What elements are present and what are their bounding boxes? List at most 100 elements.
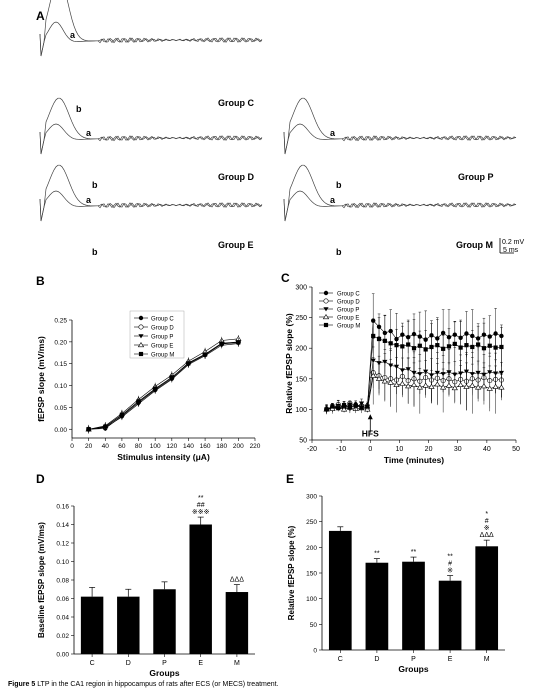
bar: [189, 524, 212, 654]
panel-label: C: [281, 271, 290, 285]
y-tick-label: 100: [306, 596, 317, 603]
trace-label: b: [336, 247, 342, 257]
data-point: [341, 403, 347, 408]
data-point: [416, 384, 423, 390]
data-point: [376, 336, 382, 342]
x-tick-label: 200: [233, 443, 244, 450]
y-tick-label: 200: [306, 545, 317, 552]
data-point: [388, 328, 393, 334]
significance-marker: #: [448, 561, 452, 568]
significance-marker: *: [485, 511, 488, 518]
significance-marker: **: [447, 554, 453, 561]
x-tick-label: C: [90, 660, 95, 667]
data-point: [428, 383, 435, 389]
data-point: [388, 341, 393, 346]
data-point: [406, 342, 411, 347]
hfs-label: HFS: [362, 428, 379, 438]
legend-label: Group M: [151, 352, 174, 358]
data-point: [103, 424, 108, 429]
y-tick-label: 0.20: [54, 339, 67, 346]
panel-label: D: [36, 472, 45, 486]
panel-label: E: [286, 472, 294, 486]
series: [324, 314, 504, 415]
data-point: [446, 344, 452, 349]
legend-marker: [322, 314, 330, 320]
y-axis-title: Relative fEPSP slope (%): [284, 313, 294, 414]
significance-marker: **: [198, 495, 204, 502]
data-point: [481, 346, 487, 351]
x-tick-label: P: [411, 656, 416, 663]
data-point: [487, 343, 492, 348]
scale-bar-y-label: 0.2 mV: [502, 239, 525, 246]
data-point: [382, 338, 387, 343]
legend-marker: [138, 334, 144, 339]
fepsp-trace: [39, 190, 263, 222]
data-point: [324, 407, 329, 412]
y-tick-label: 0.05: [54, 405, 67, 412]
data-point: [493, 345, 498, 350]
significance-marker: ※※※: [192, 509, 210, 516]
group-label: Group M: [456, 240, 493, 250]
significance-marker: #: [485, 518, 489, 525]
series-line: [88, 338, 239, 430]
data-point: [119, 412, 125, 417]
x-tick-label: 100: [150, 443, 161, 450]
bar: [365, 562, 389, 650]
figure-caption-text: LTP in the CA1 region in hippocampus of …: [37, 681, 279, 688]
bar: [117, 596, 140, 654]
data-point: [400, 344, 405, 349]
x-tick-label: 20: [425, 446, 433, 453]
group-label: Group E: [218, 240, 254, 250]
x-tick-label: 10: [396, 446, 404, 453]
trace-label: a: [86, 195, 92, 205]
x-tick-label: 0: [368, 446, 372, 453]
data-point: [381, 378, 388, 384]
data-point: [371, 333, 376, 339]
data-point: [492, 383, 499, 389]
data-point: [475, 370, 481, 376]
series-line: [88, 342, 239, 430]
data-point: [236, 340, 241, 345]
x-axis-title: Groups: [149, 668, 179, 678]
bar: [225, 592, 249, 654]
data-point: [393, 381, 400, 388]
data-point: [370, 372, 377, 378]
x-tick-label: 60: [118, 443, 126, 450]
group-label: Group C: [218, 98, 254, 108]
x-tick-label: P: [162, 660, 167, 667]
data-point: [458, 345, 463, 350]
x-tick-label: -10: [336, 446, 346, 453]
scale-bar-x-label: 5 ms: [503, 247, 519, 254]
legend-label: Group C: [151, 316, 174, 322]
y-tick-label: 0.25: [54, 318, 67, 325]
fepsp-trace: [283, 97, 517, 155]
legend-label: Group C: [337, 291, 360, 297]
trace-pair: a b Group D: [39, 97, 263, 190]
legend-marker: [138, 315, 144, 321]
fepsp-trace: [283, 164, 517, 222]
data-point: [480, 383, 488, 389]
y-tick-label: 0.00: [56, 652, 69, 659]
y-tick-label: 200: [295, 346, 307, 353]
x-tick-label: 180: [216, 443, 227, 450]
data-point: [446, 370, 452, 375]
bar: [80, 596, 104, 654]
group-label: Group D: [218, 172, 254, 182]
x-tick-label: 220: [250, 443, 261, 450]
data-point: [411, 346, 417, 351]
data-point: [376, 361, 382, 366]
panel-c-ltp-time-course-chart: C -20 -10 0 10 20 30 40 50 50 100 150 200 250 300 Time …: [281, 271, 520, 465]
legend: Group C Group D Group P Group E Group M: [319, 290, 360, 329]
data-point: [202, 352, 208, 357]
data-point: [153, 386, 158, 391]
fepsp-trace: [39, 0, 263, 57]
data-point: [410, 381, 418, 388]
series-line: [88, 341, 239, 430]
x-tick-label: E: [448, 656, 453, 663]
y-tick-label: 300: [306, 494, 317, 501]
bar: [153, 589, 176, 654]
trace-pair: a b Group C: [39, 0, 263, 114]
